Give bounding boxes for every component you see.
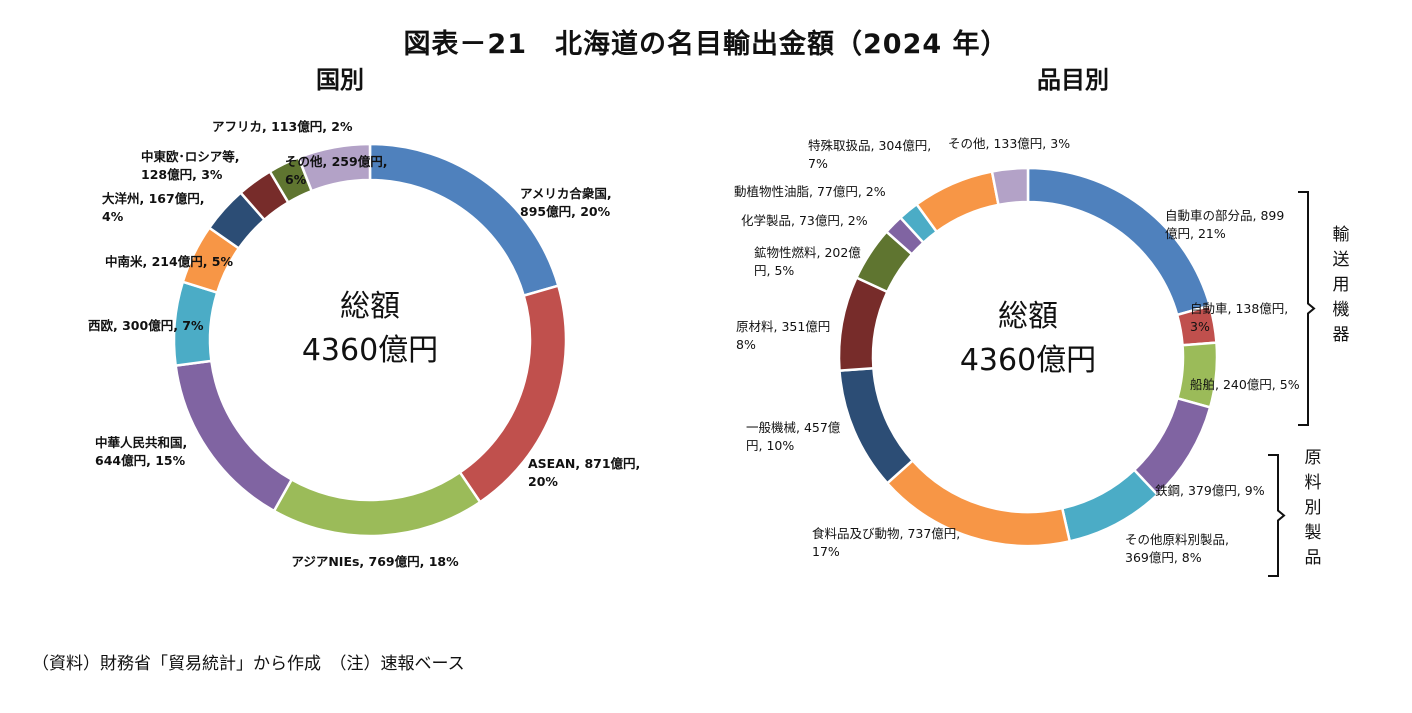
center-label-item-0: 総額 [998, 299, 1058, 334]
slice-label-country-5: 中南米, 214億円, 5% [105, 254, 233, 269]
slice-label-item-5: 食料品及び動物, 737億円, 17% [812, 526, 960, 559]
source-note: （資料）財務省「貿易統計」から作成 （注）速報ベース [32, 654, 465, 674]
slice-label-country-3: 中華人民共和国, 644億円, 15% [95, 435, 187, 468]
slice-label-country-1: ASEAN, 871億円, 20% [528, 456, 640, 489]
donut-slice-country-0 [368, 142, 560, 298]
donut-slice-item-2 [1175, 341, 1219, 409]
country-slice-labels: アメリカ合衆国, 895億円, 20% ASEAN, 871億円, 20% アジアNIE… [88, 119, 640, 569]
slice-label-item-8: 鉱物性燃料, 202億円, 5% [754, 245, 861, 278]
slice-label-item-0: 自動車の部分品, 899 億円, 21% [1165, 208, 1284, 241]
country-chart-title: 国別 [316, 66, 364, 94]
slice-label-country-0: アメリカ合衆国, 895億円, 20% [520, 186, 612, 219]
donut-slice-country-3 [174, 359, 294, 513]
slice-label-item-1: 自動車, 138億円, 3% [1190, 301, 1288, 334]
center-label-item-1: 4360億円 [960, 343, 1096, 378]
item-donut [837, 166, 1219, 548]
group-bracket-1 [1268, 454, 1286, 577]
donut-slice-country-2 [272, 470, 482, 538]
slice-label-item-3: 鉄鋼, 379億円, 9% [1155, 483, 1265, 498]
slice-label-item-4: その他原料別製品, 369億円, 8% [1125, 532, 1229, 565]
slice-label-country-8: アフリカ, 113億円, 2% [212, 119, 353, 134]
donut-slice-item-12 [990, 166, 1030, 207]
slice-label-country-6: 大洋州, 167億円, 4% [102, 191, 204, 224]
donut-slice-item-0 [1026, 166, 1212, 317]
slice-label-country-4: 西欧, 300億円, 7% [88, 318, 204, 333]
slice-label-item-9: 化学製品, 73億円, 2% [741, 213, 868, 228]
slice-label-country-9: その他, 259億円, 6% [285, 154, 387, 187]
center-label-country-0: 総額 [340, 289, 400, 324]
slice-label-item-2: 船舶, 240億円, 5% [1190, 377, 1300, 392]
item-slice-labels: 自動車の部分品, 899 億円, 21% 自動車, 138億円, 3% 船舶, 240億… [734, 136, 1300, 565]
group-bracket-0 [1298, 191, 1316, 426]
slice-label-item-7: 原材料, 351億円 8% [736, 319, 830, 352]
slice-label-item-12: その他, 133億円, 3% [948, 136, 1070, 151]
figure-title: 図表－21 北海道の名目輸出金額（2024 年） [403, 29, 1009, 60]
group-label-0: 輸送用機器 [1333, 225, 1350, 345]
donut-slice-country-9 [296, 142, 372, 193]
donut-slice-item-7 [837, 275, 889, 373]
donut-slice-item-11 [914, 169, 1000, 234]
slice-label-item-10: 動植物性油脂, 77億円, 2% [734, 184, 886, 199]
slice-label-item-11: 特殊取扱品, 304億円, 7% [808, 138, 931, 171]
donut-slice-item-6 [838, 366, 915, 485]
slice-label-country-7: 中東欧･ロシア等, 128億円, 3% [141, 149, 240, 182]
slice-label-country-2: アジアNIEs, 769億円, 18% [291, 554, 459, 569]
slice-label-item-6: 一般機械, 457億円, 10% [746, 420, 841, 453]
country-donut [172, 142, 568, 538]
center-label-country-1: 4360億円 [302, 333, 438, 368]
donut-slice-item-4 [1060, 468, 1160, 543]
group-label-1: 原料別製品 [1305, 448, 1322, 568]
item-chart-title: 品目別 [1037, 66, 1109, 94]
